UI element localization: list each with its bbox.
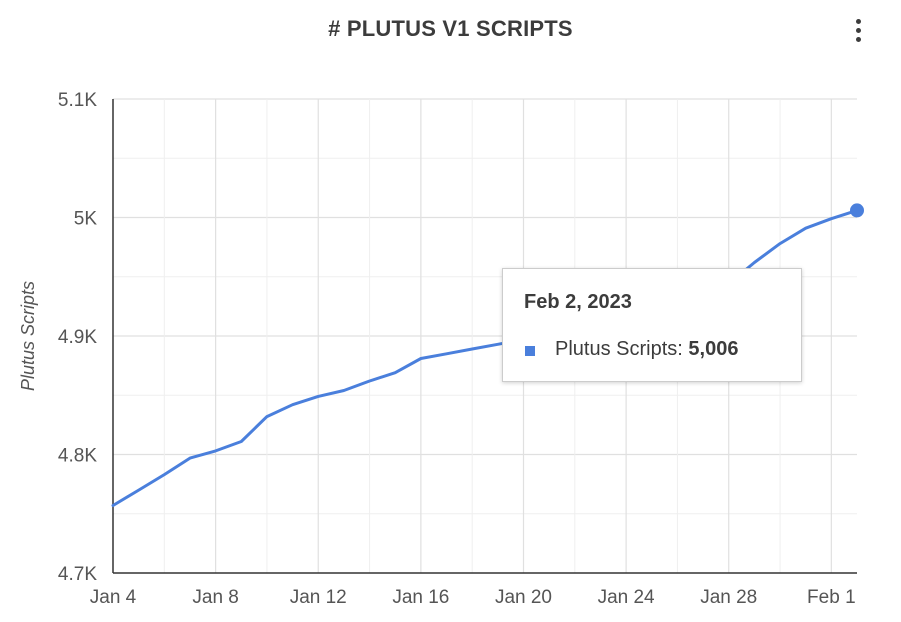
x-tick-label: Feb 1 xyxy=(807,587,856,608)
more-options-icon[interactable] xyxy=(845,16,873,46)
x-tick-label: Jan 8 xyxy=(192,587,238,608)
x-tick-label: Jan 28 xyxy=(700,587,757,608)
tooltip-series-swatch xyxy=(525,346,535,356)
tooltip-value: 5,006 xyxy=(688,338,739,360)
y-tick-label: 4.8K xyxy=(58,446,97,467)
tooltip-series-label: Plutus Scripts: xyxy=(555,338,683,360)
x-tick-label: Jan 12 xyxy=(290,587,347,608)
x-tick-label: Jan 4 xyxy=(90,587,137,608)
y-tick-label: 4.7K xyxy=(58,564,97,585)
tooltip-row: Plutus Scripts: 5,006 xyxy=(555,338,738,361)
chart-axes xyxy=(112,99,857,574)
x-tick-labels: Jan 4 Jan 8 Jan 12 Jan 16 Jan 20 Jan 24 Jan 28… xyxy=(90,587,856,608)
highlight-point xyxy=(850,203,864,218)
tooltip-date: Feb 2, 2023 xyxy=(524,291,632,313)
y-tick-label: 5.1K xyxy=(58,90,97,111)
x-tick-label: Jan 16 xyxy=(392,587,449,608)
chart-title: # PLUTUS V1 SCRIPTS xyxy=(328,16,573,41)
menu-dot xyxy=(856,19,861,24)
y-tick-label: 5K xyxy=(74,209,98,230)
menu-dot xyxy=(856,28,861,33)
menu-dot xyxy=(856,37,861,42)
y-axis-label: Plutus Scripts xyxy=(18,281,38,391)
x-tick-label: Jan 24 xyxy=(598,587,655,608)
y-tick-labels: 4.7K 4.8K 4.9K 5K 5.1K xyxy=(58,90,97,585)
data-tooltip: Feb 2, 2023 Plutus Scripts: 5,006 xyxy=(502,268,802,382)
x-tick-label: Jan 20 xyxy=(495,587,552,608)
y-tick-label: 4.9K xyxy=(58,327,97,348)
